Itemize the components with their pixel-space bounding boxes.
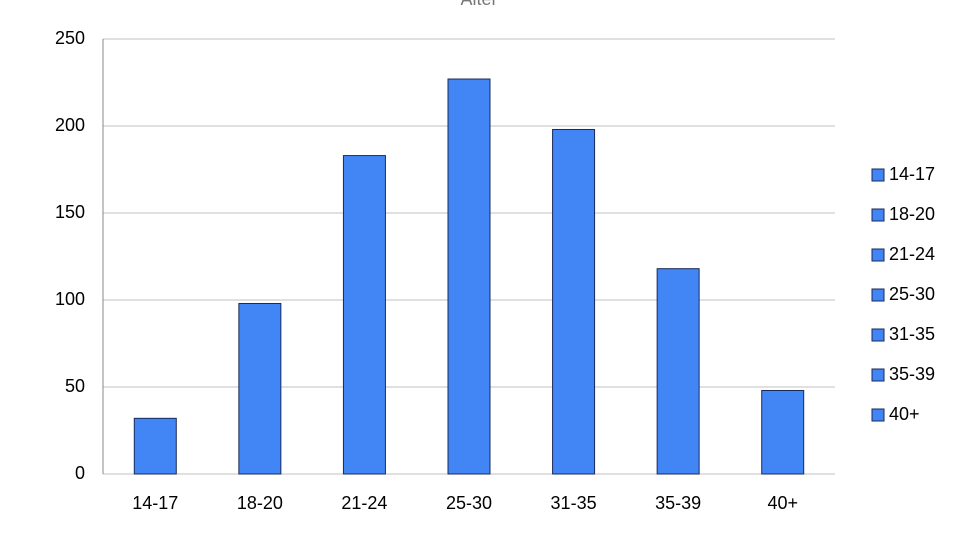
x-tick-label: 18-20 xyxy=(237,493,283,513)
y-tick-label: 100 xyxy=(55,289,85,309)
legend-swatch xyxy=(871,368,885,382)
chart-title: Alter xyxy=(460,0,497,9)
x-tick-label: 35-39 xyxy=(655,493,701,513)
y-tick-label: 200 xyxy=(55,115,85,135)
bar xyxy=(761,389,805,475)
x-tick-label: 25-30 xyxy=(446,493,492,513)
x-tick-label: 21-24 xyxy=(341,493,387,513)
legend-label: 40+ xyxy=(889,404,920,424)
legend-swatch xyxy=(871,168,885,182)
bar xyxy=(656,268,700,475)
legend-label: 25-30 xyxy=(889,284,935,304)
y-tick-label: 0 xyxy=(75,463,85,483)
legend-label: 31-35 xyxy=(889,324,935,344)
x-tick-label: 40+ xyxy=(767,493,798,513)
legend-swatch xyxy=(871,408,885,422)
legend-label: 21-24 xyxy=(889,244,935,264)
legend-swatch xyxy=(871,288,885,302)
bar xyxy=(238,302,282,475)
x-tick-label: 14-17 xyxy=(132,493,178,513)
y-tick-label: 250 xyxy=(55,28,85,48)
legend-label: 14-17 xyxy=(889,164,935,184)
bar xyxy=(133,417,177,475)
legend-swatch xyxy=(871,328,885,342)
x-tick-label: 31-35 xyxy=(551,493,597,513)
legend-label: 35-39 xyxy=(889,364,935,384)
legend-label: 18-20 xyxy=(889,204,935,224)
y-tick-label: 50 xyxy=(65,376,85,396)
bar xyxy=(447,78,491,475)
legend-swatch xyxy=(871,248,885,262)
bar xyxy=(552,128,596,475)
bar xyxy=(342,155,386,475)
y-tick-label: 150 xyxy=(55,202,85,222)
legend-swatch xyxy=(871,208,885,222)
